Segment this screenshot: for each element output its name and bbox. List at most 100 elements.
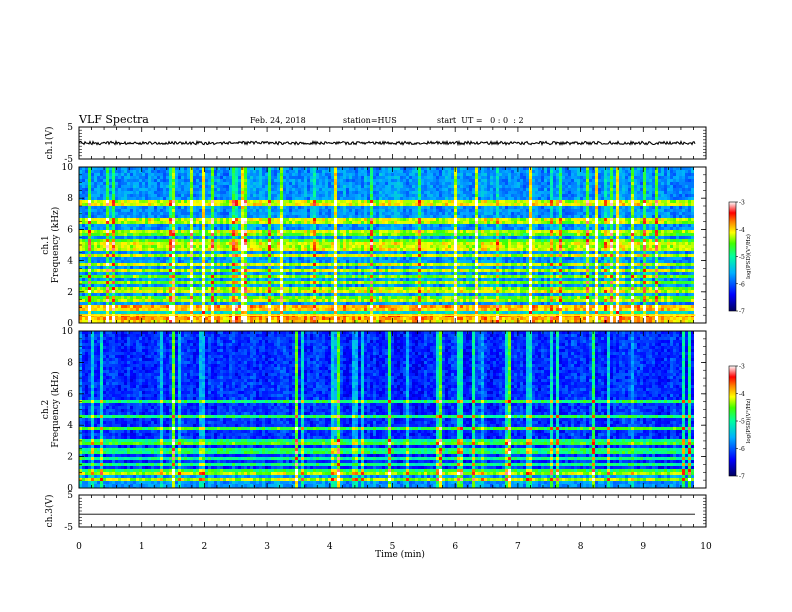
spectrogram-cell <box>466 233 469 236</box>
spectrogram-cell <box>235 218 238 221</box>
spectrogram-cell <box>286 188 289 191</box>
spectrogram-cell <box>613 185 616 188</box>
spectrogram-cell <box>382 212 385 215</box>
spectrogram-cell <box>466 182 469 185</box>
spectrogram-cell <box>421 224 424 227</box>
spectrogram-cell <box>112 221 115 224</box>
spectrogram-cell <box>544 233 547 236</box>
spectrogram-cell <box>154 170 157 173</box>
spectrogram-cell <box>556 188 559 191</box>
spectrogram-cell <box>613 209 616 212</box>
spectrogram-cell <box>124 221 127 224</box>
spectrogram-cell <box>124 179 127 182</box>
spectrogram-cell <box>307 224 310 227</box>
spectrogram-cell <box>514 170 517 173</box>
spectrogram-cell <box>529 233 532 236</box>
spectrogram-cell <box>412 179 415 182</box>
spectrogram-cell <box>499 203 502 206</box>
spectrogram-cell <box>301 209 304 212</box>
spectrogram-cell <box>556 218 559 221</box>
spectrogram-cell <box>526 230 529 233</box>
spectrogram-cell <box>592 185 595 188</box>
spectrogram-cell <box>181 227 184 230</box>
spectrogram-cell <box>403 170 406 173</box>
spectrogram-cell <box>394 197 397 200</box>
spectrogram-cell <box>283 170 286 173</box>
spectrogram-cell <box>373 188 376 191</box>
spectrogram-cell <box>493 170 496 173</box>
spectrogram-cell <box>187 191 190 194</box>
spectrogram-cell <box>520 173 523 176</box>
spectrogram-cell <box>607 188 610 191</box>
spectrogram-cell <box>544 191 547 194</box>
spectrogram-cell <box>289 233 292 236</box>
spectrogram-cell <box>280 218 283 221</box>
spectrogram-cell <box>526 227 529 230</box>
spectrogram-cell <box>643 173 646 176</box>
spectrogram-cell <box>508 206 511 209</box>
spectrogram-cell <box>82 218 85 221</box>
spectrogram-cell <box>442 209 445 212</box>
spectrogram-cell <box>130 230 133 233</box>
spectrogram-cell <box>469 182 472 185</box>
spectrogram-cell <box>340 188 343 191</box>
spectrogram-cell <box>136 221 139 224</box>
spectrogram-cell <box>274 233 277 236</box>
spectrogram-cell <box>169 173 172 176</box>
spectrogram-cell <box>682 212 685 215</box>
spectrogram-cell <box>598 170 601 173</box>
spectrogram-cell <box>406 176 409 179</box>
spectrogram-cell <box>88 194 91 197</box>
spectrogram-cell <box>172 191 175 194</box>
spectrogram-cell <box>553 173 556 176</box>
spectrogram-cell <box>658 233 661 236</box>
spectrogram-cell <box>274 230 277 233</box>
spectrogram-cell <box>652 224 655 227</box>
spectrogram-cell <box>238 173 241 176</box>
spectrogram-cell <box>613 203 616 206</box>
spectrogram-cell <box>268 224 271 227</box>
spectrogram-cell <box>673 218 676 221</box>
spectrogram-cell <box>274 194 277 197</box>
spectrogram-cell <box>595 233 598 236</box>
spectrogram-cell <box>517 194 520 197</box>
spectrogram-cell <box>178 227 181 230</box>
spectrogram-cell <box>178 173 181 176</box>
spectrogram-cell <box>568 188 571 191</box>
spectrogram-cell <box>214 197 217 200</box>
spectrogram-cell <box>157 224 160 227</box>
spectrogram-cell <box>478 185 481 188</box>
spectrogram-cell <box>688 170 691 173</box>
spectrogram-cell <box>526 233 529 236</box>
spectrogram-cell <box>250 224 253 227</box>
spectrogram-cell <box>244 212 247 215</box>
spectrogram-cell <box>277 185 280 188</box>
spectrogram-cell <box>118 185 121 188</box>
spectrogram-cell <box>247 206 250 209</box>
spectrogram-cell <box>196 191 199 194</box>
spectrogram-cell <box>112 173 115 176</box>
spectrogram-cell <box>97 209 100 212</box>
spectrogram-cell <box>514 197 517 200</box>
spectrogram-cell <box>451 203 454 206</box>
spectrogram-cell <box>337 218 340 221</box>
spectrogram-cell <box>430 194 433 197</box>
spectrogram-cell <box>373 230 376 233</box>
spectrogram-cell <box>346 191 349 194</box>
spectrogram-cell <box>649 209 652 212</box>
spectrogram-cell <box>682 221 685 224</box>
spectrogram-cell <box>568 221 571 224</box>
spectrogram-cell <box>547 185 550 188</box>
spectrogram-cell <box>346 233 349 236</box>
spectrogram-cell <box>268 206 271 209</box>
spectrogram-cell <box>349 179 352 182</box>
spectrogram-cell <box>235 221 238 224</box>
spectrogram-cell <box>598 212 601 215</box>
spectrogram-cell <box>667 194 670 197</box>
spectrogram-cell <box>574 212 577 215</box>
spectrogram-cell <box>679 182 682 185</box>
spectrogram-cell <box>463 179 466 182</box>
spectrogram-cell <box>313 206 316 209</box>
spectrogram-cell <box>208 218 211 221</box>
spectrogram-cell <box>286 218 289 221</box>
